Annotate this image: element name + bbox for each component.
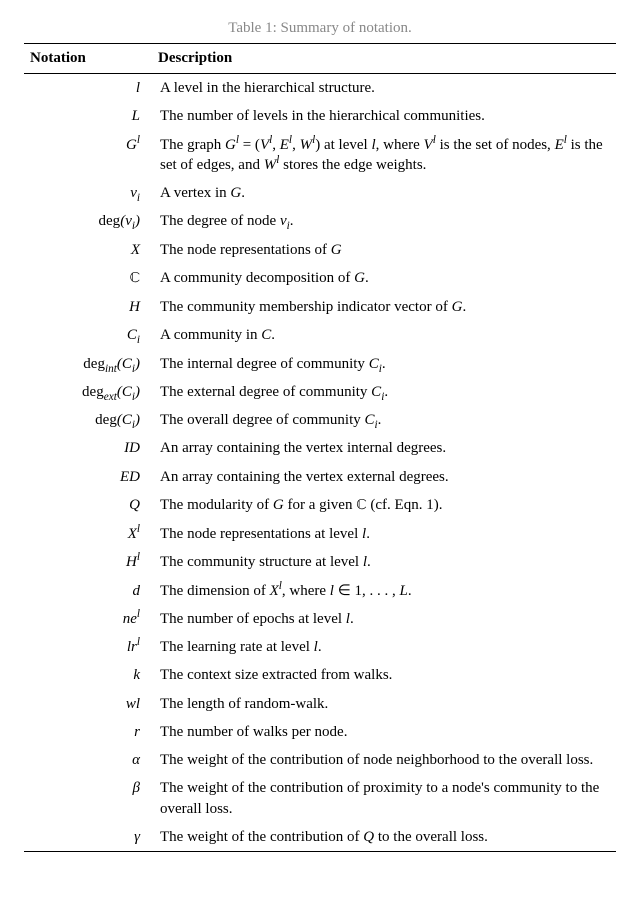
notation-cell: Q (24, 491, 154, 520)
notation-cell: H (24, 293, 154, 321)
description-cell: The weight of the contribution of proxim… (154, 774, 616, 823)
description-cell: The overall degree of community Ci. (154, 406, 616, 434)
table-row: CiA community in C. (24, 321, 616, 349)
table-row: αThe weight of the contribution of node … (24, 746, 616, 774)
notation-cell: ID (24, 434, 154, 462)
notation-cell: vi (24, 179, 154, 207)
description-cell: The dimension of Xl, where l ∈ 1, . . . … (154, 577, 616, 605)
notation-cell: α (24, 746, 154, 774)
description-cell: The context size extracted from walks. (154, 661, 616, 689)
notation-cell: l (24, 74, 154, 103)
description-cell: An array containing the vertex internal … (154, 434, 616, 462)
description-cell: The node representations at level l. (154, 520, 616, 548)
description-cell: The learning rate at level l. (154, 633, 616, 661)
description-cell: The length of random-walk. (154, 690, 616, 718)
description-cell: The graph Gl = (Vl, El, Wl) at level l, … (154, 131, 616, 180)
notation-cell: nel (24, 605, 154, 633)
table-caption: Table 1: Summary of notation. (24, 20, 616, 37)
notation-cell: X (24, 236, 154, 264)
table-row: dThe dimension of Xl, where l ∈ 1, . . .… (24, 577, 616, 605)
table-row: wlThe length of random-walk. (24, 690, 616, 718)
table-row: IDAn array containing the vertex interna… (24, 434, 616, 462)
notation-cell: deg(vi) (24, 207, 154, 235)
description-cell: The internal degree of community Ci. (154, 350, 616, 378)
table-row: XThe node representations of G (24, 236, 616, 264)
notation-cell: L (24, 102, 154, 130)
table-row: degext(Ci)The external degree of communi… (24, 378, 616, 406)
table-row: viA vertex in G. (24, 179, 616, 207)
table-row: deg(Ci)The overall degree of community C… (24, 406, 616, 434)
description-cell: The weight of the contribution of Q to t… (154, 823, 616, 852)
description-cell: A vertex in G. (154, 179, 616, 207)
table-row: QThe modularity of G for a given ℂ (cf. … (24, 491, 616, 520)
notation-cell: k (24, 661, 154, 689)
notation-cell: ℂ (24, 264, 154, 293)
table-row: XlThe node representations at level l. (24, 520, 616, 548)
notation-cell: lrl (24, 633, 154, 661)
table-row: kThe context size extracted from walks. (24, 661, 616, 689)
description-cell: A community decomposition of G. (154, 264, 616, 293)
table-row: GlThe graph Gl = (Vl, El, Wl) at level l… (24, 131, 616, 180)
description-cell: The number of walks per node. (154, 718, 616, 746)
table-row: deg(vi)The degree of node vi. (24, 207, 616, 235)
notation-cell: ED (24, 463, 154, 491)
table-row: βThe weight of the contribution of proxi… (24, 774, 616, 823)
table-row: γThe weight of the contribution of Q to … (24, 823, 616, 852)
description-cell: The external degree of community Ci. (154, 378, 616, 406)
table-body: lA level in the hierarchical structure.L… (24, 74, 616, 852)
notation-cell: degext(Ci) (24, 378, 154, 406)
description-cell: The degree of node vi. (154, 207, 616, 235)
notation-cell: γ (24, 823, 154, 852)
table-row: rThe number of walks per node. (24, 718, 616, 746)
description-cell: An array containing the vertex external … (154, 463, 616, 491)
table-row: lA level in the hierarchical structure. (24, 74, 616, 103)
description-cell: The number of epochs at level l. (154, 605, 616, 633)
description-cell: The modularity of G for a given ℂ (cf. E… (154, 491, 616, 520)
notation-cell: degint(Ci) (24, 350, 154, 378)
table-header-row: Notation Description (24, 44, 616, 74)
description-cell: The node representations of G (154, 236, 616, 264)
description-cell: The weight of the contribution of node n… (154, 746, 616, 774)
table-row: HThe community membership indicator vect… (24, 293, 616, 321)
description-cell: A level in the hierarchical structure. (154, 74, 616, 103)
notation-cell: β (24, 774, 154, 823)
table-row: LThe number of levels in the hierarchica… (24, 102, 616, 130)
table-row: EDAn array containing the vertex externa… (24, 463, 616, 491)
description-cell: The number of levels in the hierarchical… (154, 102, 616, 130)
notation-cell: wl (24, 690, 154, 718)
notation-cell: r (24, 718, 154, 746)
header-notation: Notation (24, 44, 154, 74)
notation-cell: Gl (24, 131, 154, 180)
notation-table: Notation Description lA level in the hie… (24, 43, 616, 852)
header-description: Description (154, 44, 616, 74)
notation-cell: d (24, 577, 154, 605)
table-row: nelThe number of epochs at level l. (24, 605, 616, 633)
notation-cell: Hl (24, 548, 154, 576)
table-row: HlThe community structure at level l. (24, 548, 616, 576)
notation-cell: Ci (24, 321, 154, 349)
notation-cell: Xl (24, 520, 154, 548)
description-cell: The community membership indicator vecto… (154, 293, 616, 321)
description-cell: A community in C. (154, 321, 616, 349)
table-row: ℂA community decomposition of G. (24, 264, 616, 293)
description-cell: The community structure at level l. (154, 548, 616, 576)
notation-cell: deg(Ci) (24, 406, 154, 434)
table-row: degint(Ci)The internal degree of communi… (24, 350, 616, 378)
table-row: lrlThe learning rate at level l. (24, 633, 616, 661)
